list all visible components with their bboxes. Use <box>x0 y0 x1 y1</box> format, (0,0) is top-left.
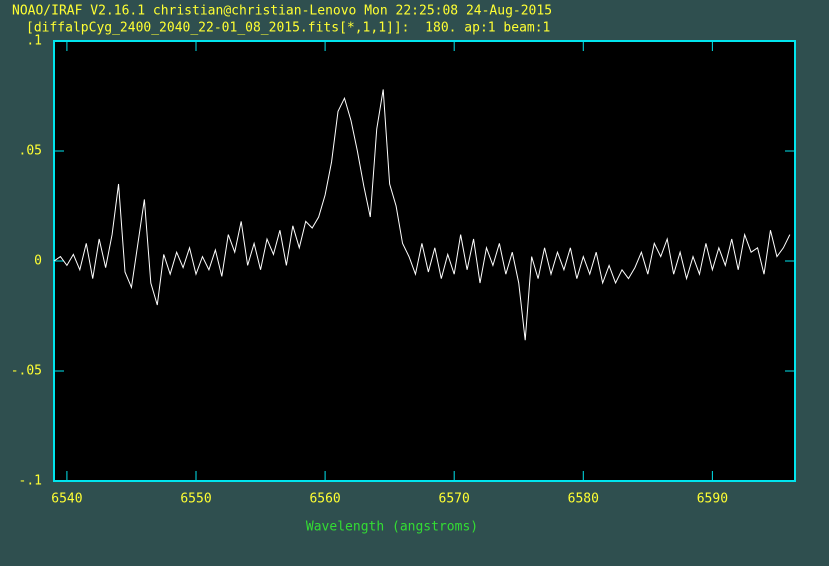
chart-title: NOAO/IRAF V2.16.1 christian@christian-Le… <box>12 4 552 19</box>
chart-subtitle: [diffalpCyg_2400_2040_22-01_08_2015.fits… <box>26 21 550 36</box>
spectrum-line <box>53 89 791 341</box>
x-tick-label: 6570 <box>439 492 470 507</box>
y-tick-label: -.05 <box>11 364 42 379</box>
y-tick-label: -.1 <box>19 474 42 489</box>
x-tick-label: 6560 <box>309 492 340 507</box>
x-axis-label: Wavelength (angstroms) <box>306 520 478 535</box>
y-tick-label: 0 <box>34 254 42 269</box>
x-tick-label: 6580 <box>568 492 599 507</box>
x-tick-label: 6540 <box>51 492 82 507</box>
y-tick-label: .05 <box>19 144 42 159</box>
x-tick-label: 6590 <box>697 492 728 507</box>
plot-area <box>54 41 795 481</box>
x-tick-label: 6550 <box>180 492 211 507</box>
y-tick-label: .1 <box>26 34 42 49</box>
